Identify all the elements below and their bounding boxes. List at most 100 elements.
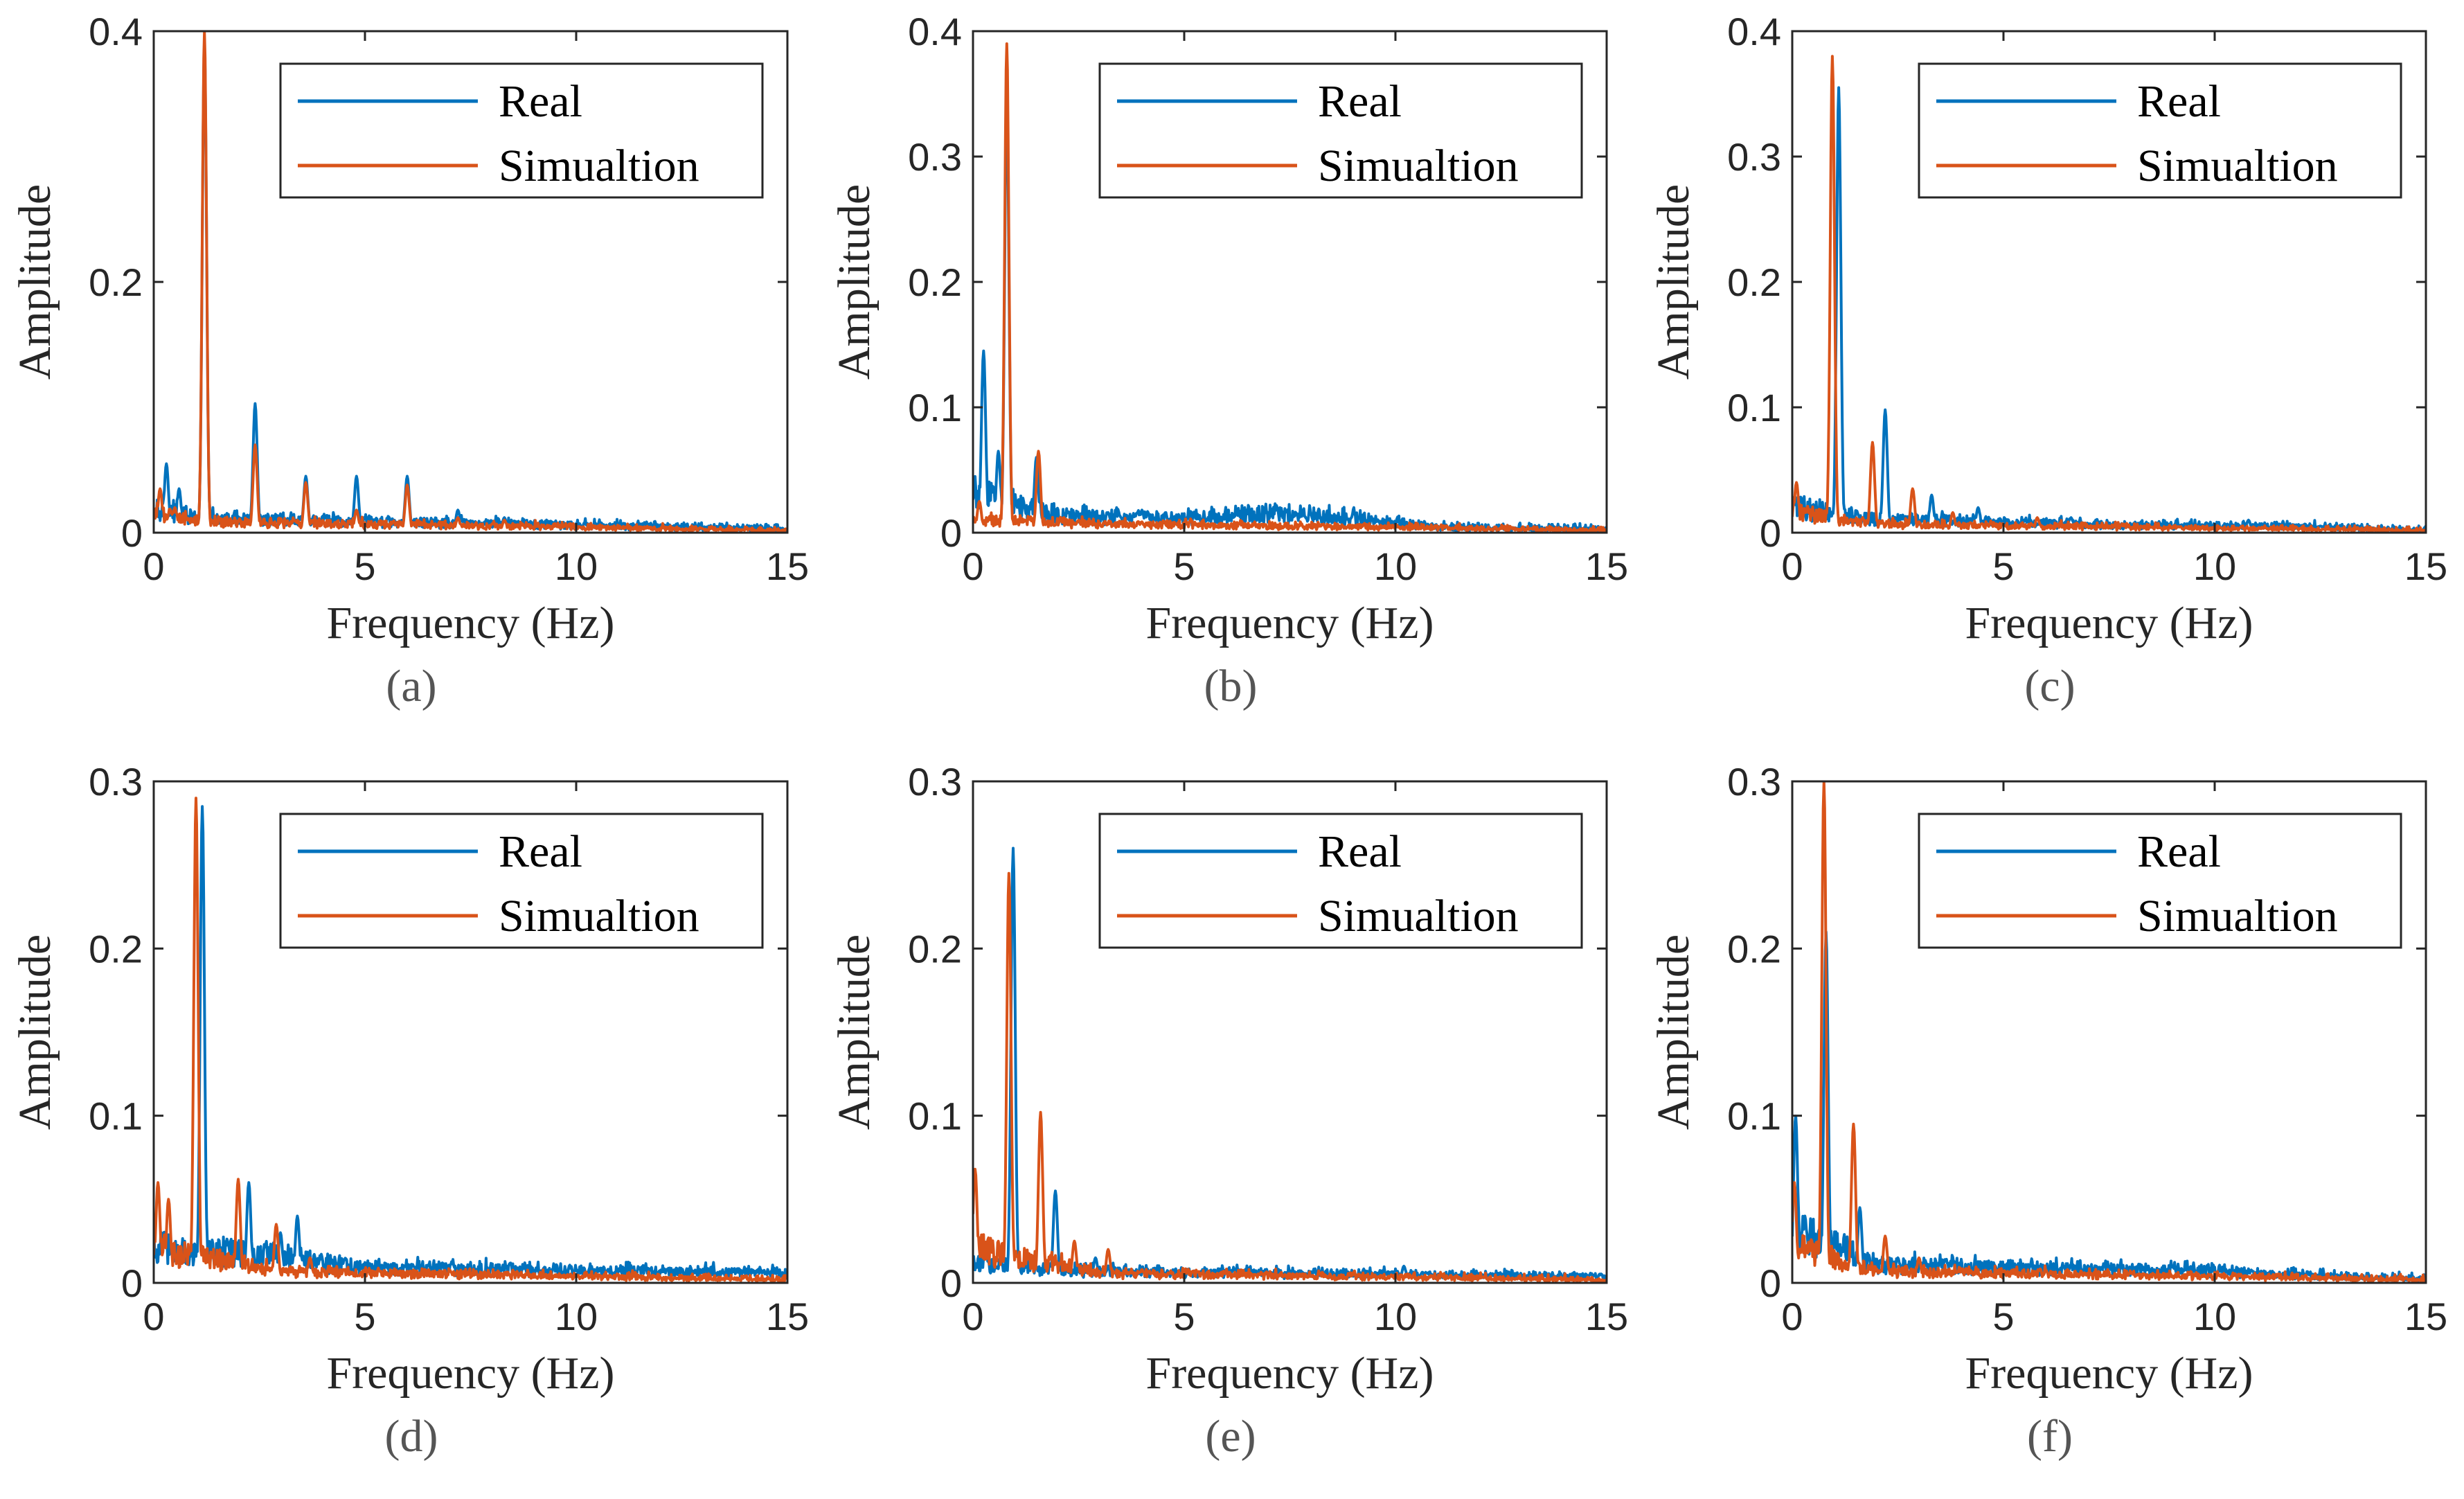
series-line-simulation bbox=[973, 42, 1607, 533]
series-line-simulation bbox=[973, 871, 1607, 1283]
y-tick-label: 0 bbox=[121, 511, 143, 555]
x-tick-label: 10 bbox=[2193, 1295, 2236, 1338]
legend-label-simulation: Simualtion bbox=[499, 141, 699, 191]
x-axis-label: Frequency (Hz) bbox=[1965, 1348, 2253, 1399]
legend-box bbox=[1918, 62, 2402, 199]
x-tick-label: 0 bbox=[1781, 1295, 1803, 1338]
axes-box bbox=[1791, 780, 2427, 1284]
y-tick-label: 0 bbox=[940, 511, 962, 555]
y-tick-label: 0.1 bbox=[89, 1094, 143, 1138]
legend-box bbox=[1098, 62, 1583, 199]
x-tick-label: 0 bbox=[962, 544, 983, 588]
legend-label-simulation: Simualtion bbox=[2137, 891, 2338, 941]
x-tick-label: 15 bbox=[2404, 1295, 2447, 1338]
x-tick-label: 5 bbox=[1992, 544, 2014, 588]
y-tick-label: 0.3 bbox=[89, 760, 143, 804]
y-tick-label: 0.2 bbox=[89, 260, 143, 304]
axes-box bbox=[972, 780, 1608, 1284]
x-tick-label: 15 bbox=[766, 544, 809, 588]
y-tick-label: 0.3 bbox=[908, 135, 962, 179]
legend-label-real: Real bbox=[2137, 76, 2221, 127]
y-axis-label: Amplitude bbox=[10, 184, 60, 380]
legend: Real Simualtion bbox=[1098, 813, 1583, 949]
legend-label-real: Real bbox=[499, 826, 582, 877]
y-tick-label: 0.3 bbox=[1727, 135, 1781, 179]
y-axis-label: Amplitude bbox=[1648, 934, 1699, 1130]
x-tick-label: 15 bbox=[2404, 544, 2447, 588]
x-axis-label: Frequency (Hz) bbox=[1965, 598, 2253, 648]
x-axis-label: Frequency (Hz) bbox=[1146, 598, 1434, 648]
x-tick-label: 15 bbox=[1585, 1295, 1628, 1338]
y-tick-label: 0.1 bbox=[1727, 1094, 1781, 1138]
y-tick-label: 0 bbox=[1760, 1261, 1781, 1305]
x-tick-label: 10 bbox=[1374, 544, 1417, 588]
legend: Real Simualtion bbox=[279, 813, 764, 949]
x-tick-label: 10 bbox=[1374, 1295, 1417, 1338]
x-tick-label: 0 bbox=[1781, 544, 1803, 588]
series-line-simulation bbox=[1792, 55, 2426, 533]
series-line-simulation bbox=[154, 797, 787, 1283]
x-tick-label: 5 bbox=[354, 1295, 375, 1338]
y-tick-label: 0.1 bbox=[908, 386, 962, 429]
x-axis-label: Frequency (Hz) bbox=[327, 598, 615, 648]
y-tick-label: 0.3 bbox=[1727, 760, 1781, 804]
y-tick-label: 0 bbox=[121, 1261, 143, 1305]
legend-label-simulation: Simualtion bbox=[1318, 891, 1519, 941]
legend-label-real: Real bbox=[1318, 76, 1402, 127]
panel-caption: (f) bbox=[2027, 1411, 2073, 1462]
legend-label-simulation: Simualtion bbox=[2137, 141, 2338, 191]
legend-label-real: Real bbox=[1318, 826, 1402, 877]
y-tick-label: 0.3 bbox=[908, 760, 962, 804]
x-axis-label: Frequency (Hz) bbox=[1146, 1348, 1434, 1399]
x-tick-label: 5 bbox=[1173, 544, 1195, 588]
x-tick-label: 15 bbox=[1585, 544, 1628, 588]
x-tick-label: 10 bbox=[555, 544, 598, 588]
y-tick-label: 0.2 bbox=[908, 927, 962, 970]
x-tick-label: 0 bbox=[143, 1295, 164, 1338]
x-tick-label: 15 bbox=[766, 1295, 809, 1338]
panel-caption: (a) bbox=[386, 661, 436, 711]
y-axis-label: Amplitude bbox=[1648, 184, 1699, 380]
y-axis-label: Amplitude bbox=[829, 934, 880, 1130]
y-tick-label: 0.2 bbox=[89, 927, 143, 970]
x-tick-label: 10 bbox=[555, 1295, 598, 1338]
x-tick-label: 5 bbox=[1992, 1295, 2014, 1338]
chart-panel-e: 0 5 10 15 0 0.1 0.2 0.3 Frequency (Hz) Amplitude (… bbox=[829, 760, 1628, 1462]
panel-caption: (d) bbox=[385, 1411, 438, 1462]
x-tick-label: 5 bbox=[354, 544, 375, 588]
panel-caption: (e) bbox=[1205, 1411, 1256, 1462]
series-line-real bbox=[154, 805, 787, 1279]
series-line-real bbox=[1792, 930, 2426, 1283]
legend-label-real: Real bbox=[499, 76, 582, 127]
legend-label-simulation: Simualtion bbox=[499, 891, 699, 941]
legend: Real Simualtion bbox=[1918, 813, 2402, 949]
y-axis-label: Amplitude bbox=[10, 934, 60, 1130]
legend: Real Simualtion bbox=[1918, 62, 2402, 199]
legend-box bbox=[279, 813, 764, 949]
y-tick-label: 0.1 bbox=[1727, 386, 1781, 429]
x-tick-label: 10 bbox=[2193, 544, 2236, 588]
y-tick-label: 0.4 bbox=[89, 10, 143, 53]
y-tick-label: 0.2 bbox=[1727, 260, 1781, 304]
chart-panel-d: 0 5 10 15 0 0.1 0.2 0.3 Frequency (Hz) Amplitude (… bbox=[10, 760, 809, 1462]
panel-caption: (c) bbox=[2024, 661, 2075, 711]
x-tick-label: 5 bbox=[1173, 1295, 1195, 1338]
x-axis-label: Frequency (Hz) bbox=[327, 1348, 615, 1399]
legend-label-real: Real bbox=[2137, 826, 2221, 877]
y-tick-label: 0.1 bbox=[908, 1094, 962, 1138]
panel-caption: (b) bbox=[1204, 661, 1258, 711]
series-line-simulation bbox=[1792, 781, 2426, 1283]
y-tick-label: 0.2 bbox=[908, 260, 962, 304]
axes-box bbox=[152, 780, 789, 1284]
chart-panel-b: 0 5 10 15 0 0.1 0.2 0.3 0.4 Frequency (Hz) Amplitu… bbox=[829, 10, 1628, 711]
legend: Real Simualtion bbox=[1098, 62, 1583, 199]
series-line-simulation bbox=[154, 31, 787, 533]
legend: Real Simualtion bbox=[279, 62, 764, 199]
y-tick-label: 0.4 bbox=[908, 10, 962, 53]
y-tick-label: 0 bbox=[940, 1261, 962, 1305]
y-tick-label: 0.2 bbox=[1727, 927, 1781, 970]
legend-label-simulation: Simualtion bbox=[1318, 141, 1519, 191]
chart-panel-f: 0 5 10 15 0 0.1 0.2 0.3 Frequency (Hz) Amplitude (… bbox=[1648, 760, 2447, 1462]
y-tick-label: 0 bbox=[1760, 511, 1781, 555]
